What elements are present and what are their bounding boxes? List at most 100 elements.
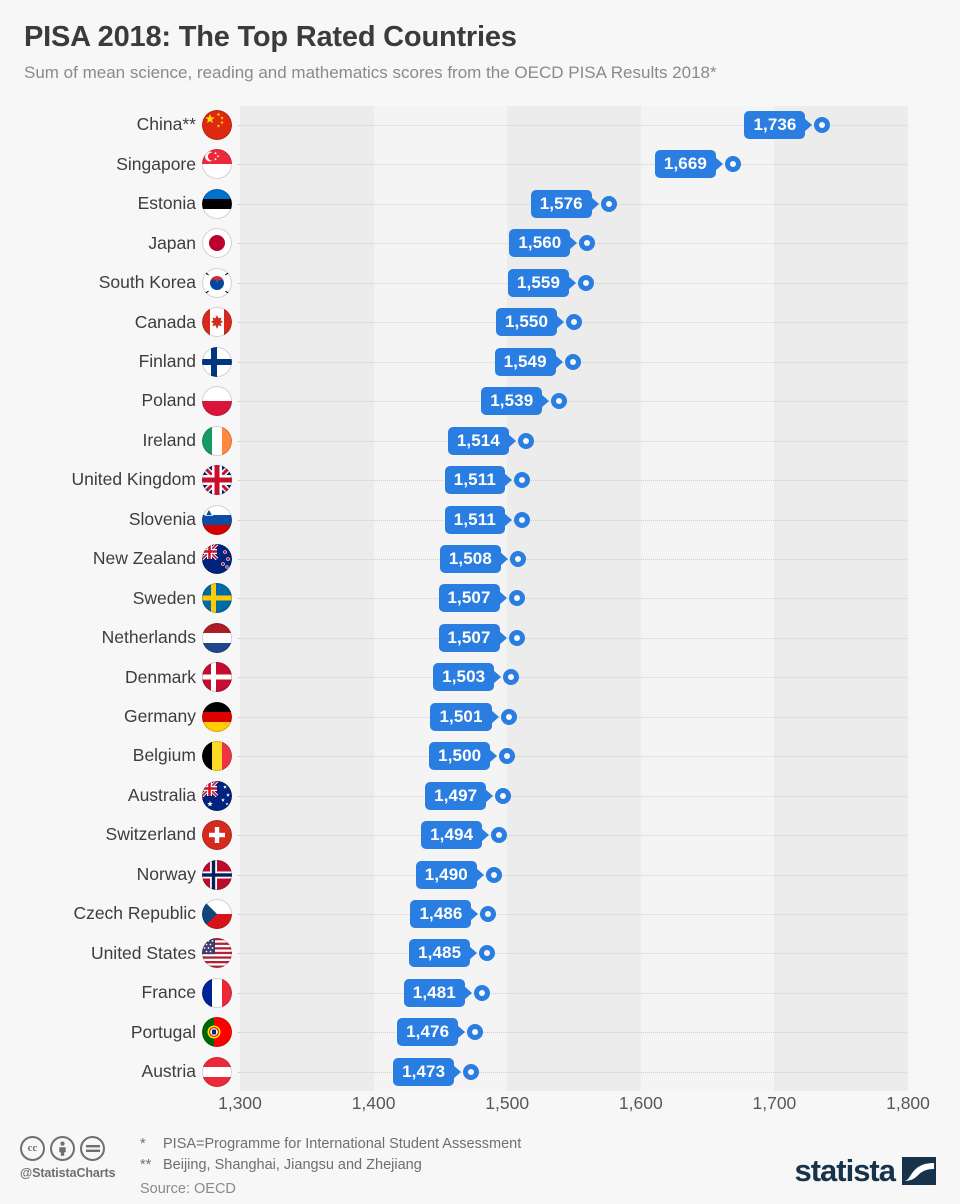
category-label-row: United States (0, 938, 232, 969)
value-label: 1,500 (429, 742, 491, 771)
category-label-row: Portugal (0, 1017, 232, 1048)
table-row: 1,576 (238, 189, 908, 219)
data-point-marker (499, 748, 516, 765)
country-name: Japan (148, 232, 196, 253)
category-label-row: Australia (0, 780, 232, 811)
row-gridline (238, 440, 908, 442)
category-label-row: China** (0, 110, 232, 140)
data-point-marker (500, 708, 517, 725)
category-label-row: Finland (0, 346, 232, 377)
table-row: 1,514 (238, 426, 908, 456)
table-row: 1,560 (238, 228, 908, 258)
row-gridline (238, 164, 908, 166)
row-gridline (238, 716, 908, 718)
x-axis-tick-label: 1,300 (218, 1093, 262, 1113)
data-point-marker (513, 472, 530, 489)
table-row: 1,501 (238, 702, 908, 732)
country-name: Finland (138, 350, 196, 371)
value-label: 1,486 (410, 900, 472, 928)
data-point-marker (508, 590, 525, 607)
table-row: 1,476 (238, 1017, 908, 1047)
cc-icon: cc (20, 1136, 45, 1161)
flag-canada-icon (202, 307, 232, 338)
row-gridline (238, 795, 908, 797)
country-name: Ireland (142, 429, 196, 450)
category-label-row: Poland (0, 386, 232, 417)
footnote-2: ** Beijing, Shanghai, Jiangsu and Zhejia… (140, 1155, 521, 1176)
footnote-1: * PISA=Programme for International Stude… (140, 1134, 521, 1155)
row-gridline (238, 519, 908, 521)
table-row: 1,549 (238, 347, 908, 377)
footnotes: * PISA=Programme for International Stude… (140, 1134, 521, 1197)
flag-france-icon (202, 977, 232, 1008)
value-label: 1,508 (439, 544, 501, 573)
data-point-marker (564, 353, 581, 370)
table-row: 1,507 (238, 583, 908, 613)
country-name: Poland (141, 390, 197, 411)
value-label: 1,511 (444, 466, 505, 495)
x-axis-tick-label: 1,700 (752, 1093, 797, 1113)
value-label: 1,473 (393, 1057, 455, 1086)
value-label: 1,511 (444, 505, 505, 534)
flag-czech-republic-icon (202, 899, 232, 929)
data-point-marker (503, 669, 520, 686)
table-row: 1,494 (238, 820, 908, 850)
category-label-row: Ireland (0, 425, 232, 456)
data-point-marker (463, 1063, 480, 1080)
value-label: 1,494 (421, 821, 483, 850)
value-label: 1,539 (481, 387, 543, 416)
table-row: 1,559 (238, 268, 908, 298)
value-label: 1,501 (430, 702, 492, 731)
table-row: 1,486 (238, 899, 908, 929)
data-point-marker (467, 1024, 484, 1041)
table-row: 1,490 (238, 860, 908, 890)
row-gridline (238, 874, 908, 876)
row-gridline (238, 598, 908, 600)
flag-japan-icon (202, 228, 232, 259)
category-label-row: Estonia (0, 188, 232, 219)
statista-wordmark: statista (794, 1153, 896, 1188)
category-label-row: South Korea (0, 267, 232, 298)
flag-belgium-icon (202, 741, 232, 772)
flag-australia-icon (202, 780, 232, 811)
source-text: Source: OECD (140, 1181, 236, 1198)
value-label: 1,490 (415, 860, 477, 889)
data-point-marker (551, 393, 568, 410)
flag-new-zealand-icon (202, 543, 232, 574)
country-name: Portugal (130, 1021, 196, 1042)
creative-commons-block: cc @StatistaCharts (20, 1136, 130, 1180)
footnote-1-marker: * (140, 1136, 146, 1152)
value-label: 1,481 (403, 978, 465, 1007)
country-name: France (141, 982, 196, 1003)
country-name: South Korea (98, 272, 196, 293)
flag-denmark-icon (202, 662, 232, 693)
data-point-marker (517, 432, 534, 449)
flag-portugal-icon (202, 1017, 232, 1048)
value-label: 1,669 (654, 150, 716, 179)
table-row: 1,539 (238, 386, 908, 416)
data-point-marker (600, 195, 617, 212)
category-label-row: Denmark (0, 662, 232, 693)
category-label-row: Netherlands (0, 622, 232, 653)
flag-norway-icon (202, 859, 232, 890)
table-row: 1,497 (238, 781, 908, 811)
flag-finland-icon (202, 346, 232, 377)
flag-poland-icon (202, 386, 232, 417)
country-name: Germany (124, 706, 196, 726)
x-axis-tick-label: 1,800 (886, 1093, 930, 1113)
page-title: PISA 2018: The Top Rated Countries (24, 21, 517, 53)
flag-netherlands-icon (202, 622, 232, 653)
value-label: 1,576 (530, 189, 592, 218)
category-label-row: Switzerland (0, 820, 232, 851)
category-label-row: Japan (0, 228, 232, 259)
country-name: Estonia (137, 193, 196, 214)
country-name: Norway (136, 863, 196, 884)
table-row: 1,473 (238, 1057, 908, 1087)
data-point-marker (485, 866, 502, 883)
country-name: China** (136, 114, 196, 135)
country-name: Slovenia (128, 508, 196, 529)
value-label: 1,476 (397, 1018, 459, 1047)
row-gridline (238, 756, 908, 758)
x-axis-tick-label: 1,400 (351, 1093, 396, 1113)
cc-icon-group: cc (20, 1136, 130, 1161)
